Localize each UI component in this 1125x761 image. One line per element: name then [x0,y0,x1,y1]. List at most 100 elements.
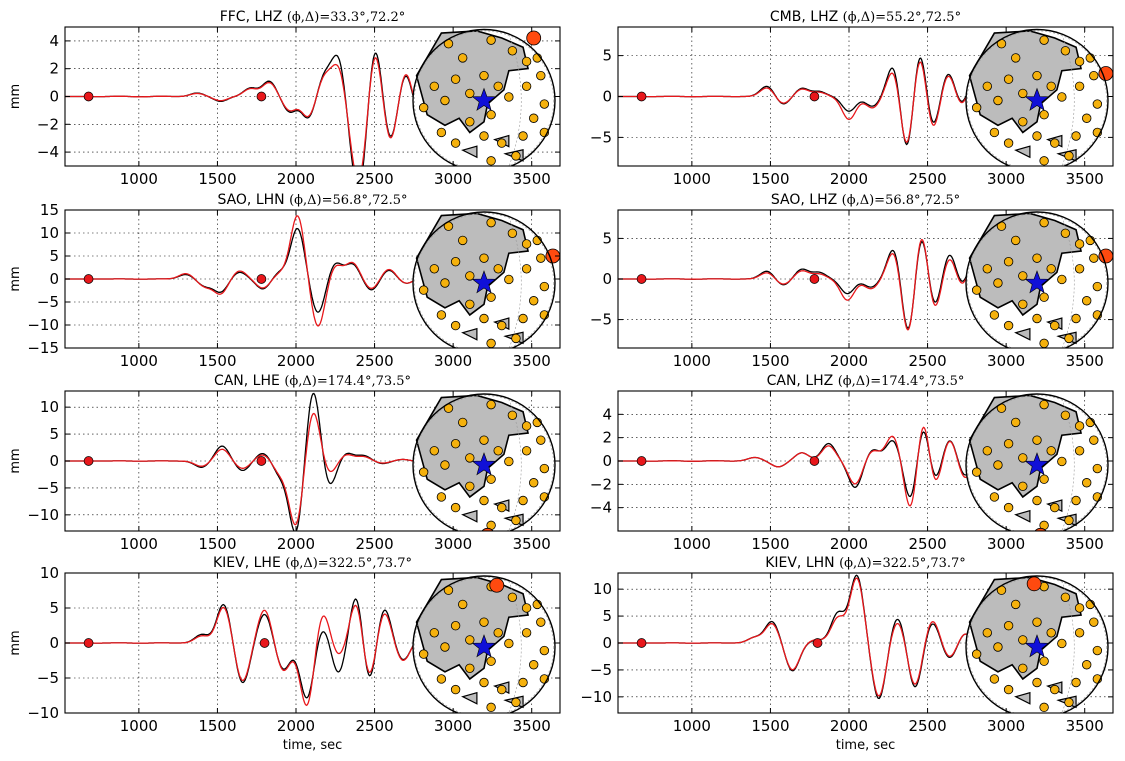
observed-trace [618,241,985,329]
station-marker [1081,296,1092,306]
station-marker [504,92,514,102]
station-marker [1064,333,1074,344]
trace-group [65,215,431,327]
station-marker [440,460,450,470]
x-tick-label: 3000 [987,352,1025,370]
y-axis-label: mm [8,84,23,109]
observed-trace [65,392,431,531]
trace-group [618,574,984,700]
panel-title-params: (ϕ,Δ)=56.8°,72.5° [842,193,960,208]
station-marker [1064,151,1074,161]
window-marker [809,456,820,466]
station-marker [1046,446,1056,456]
window-marker [256,274,267,284]
station-marker [1039,35,1049,45]
panel-title-params: (ϕ,Δ)=55.2°,72.5° [843,10,961,25]
y-tick-label: 2 [602,429,612,447]
graticule [967,30,1107,166]
station-marker [479,435,489,445]
station-marker [1018,453,1028,463]
station-marker [511,151,521,161]
station-marker [1057,638,1067,649]
y-tick-label: 5 [49,247,59,265]
graticule [414,577,554,713]
panel-title: SAO, LHZ (ϕ,Δ)=56.8°,72.5° [771,192,960,208]
window-marker [256,91,267,102]
station-marker [436,127,447,138]
panel-title: KIEV, LHN (ϕ,Δ)=322.5°,73.7° [765,555,966,571]
panel-title: CMB, LHZ (ϕ,Δ)=55.2°,72.5° [770,9,961,25]
y-tick-label: −5 [37,479,59,497]
station-marker [521,421,532,431]
panel-title: SAO, LHN (ϕ,Δ)=56.8°,72.5° [217,192,407,208]
epicenter-star-icon [1024,452,1050,476]
graticule [967,213,1107,348]
station-marker [1018,481,1028,492]
station-marker [1011,599,1021,610]
station-marker [450,74,461,84]
station-marker [982,628,993,638]
station-marker [982,264,993,274]
station-marker [1074,603,1085,613]
station-marker [450,621,461,631]
station-marker [465,453,475,463]
station-marker [521,81,532,92]
map-outline [412,393,556,531]
observed-trace [65,227,431,313]
x-tick-label: 3500 [513,535,551,553]
panel-title-params: (ϕ,Δ)=174.4°,73.5° [284,374,411,389]
trace-group [618,426,985,507]
station-marker [993,642,1003,652]
panel-8: 1000 1500 2000 2500 3000 3500 10 5 0 −5 −10 KIEV, L… [580,555,1114,753]
station-marker [486,35,496,45]
x-tick-label: 2000 [830,717,868,735]
station-marker [1064,697,1074,708]
station-marker [536,435,546,445]
panel-title-params: (ϕ,Δ)=33.3°,72.2° [287,10,405,25]
station-marker [1074,628,1085,638]
x-tick-label: 1000 [673,170,711,188]
station-marker [1089,617,1099,627]
panel-4: 1000 1500 2000 2500 3000 3500 5 0 −5 SAO, LHZ (ϕ,… [590,192,1114,370]
inset-map [965,575,1109,713]
station-marker [458,235,468,246]
y-tick-label: 0 [602,452,612,470]
station-marker [465,299,475,310]
x-tick-label: 1000 [120,352,158,370]
station-marker [450,684,461,695]
trace-group [65,52,432,166]
station-marker [1057,92,1067,102]
window-marker [636,638,647,648]
station-marker [511,697,521,708]
station-marker [458,53,468,63]
station-marker [971,285,982,295]
station-marker [1011,53,1021,63]
station-marker [507,410,518,421]
epicenter-star-icon [471,452,497,476]
x-tick-label: 2500 [355,170,393,188]
y-tick-label: 10 [593,580,612,598]
station-marker [486,399,496,410]
station-marker [450,502,461,513]
station-marker [479,617,489,627]
station-marker [465,481,475,492]
y-tick-label: 0 [602,88,612,106]
station-marker [497,138,507,148]
synthetic-trace [65,604,432,707]
y-tick-label: 0 [49,634,59,652]
x-tick-label: 2500 [908,717,946,735]
station-marker [521,56,532,67]
window-marker [83,638,94,648]
station-marker [1074,81,1085,92]
x-tick-label: 1000 [120,535,158,553]
window-marker [636,91,647,102]
station-marker [1032,617,1042,627]
station-marker [1060,410,1071,421]
y-tick-label: −10 [27,704,59,722]
station-marker [450,257,461,267]
epicenter-star-icon [1024,270,1050,294]
station-marker [429,81,440,92]
island-shape [1014,145,1031,159]
inset-map [965,211,1113,348]
x-tick-label: 1000 [673,717,711,735]
